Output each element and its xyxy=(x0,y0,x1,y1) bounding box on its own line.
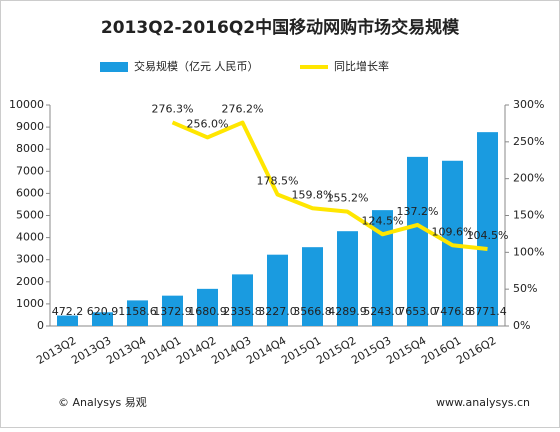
y-tick-label: 1000 xyxy=(16,297,44,310)
line-value-label: 104.5% xyxy=(467,229,509,242)
line-value-label: 137.2% xyxy=(397,205,439,218)
line-value-label: 276.2% xyxy=(222,103,264,116)
bar-value-label: 5243.0 xyxy=(363,305,402,318)
bar-value-label: 620.9 xyxy=(87,305,119,318)
y2-tick-label: 100% xyxy=(513,245,544,258)
bar xyxy=(127,300,148,326)
bar xyxy=(57,315,78,326)
line-value-label: 276.3% xyxy=(152,102,194,115)
bar-value-label: 1372.9 xyxy=(153,305,192,318)
line-value-label: 159.8% xyxy=(292,188,334,201)
bar-value-label: 3566.8 xyxy=(293,305,332,318)
line xyxy=(171,120,488,252)
line-value-label: 256.0% xyxy=(187,117,229,130)
y2-tick-label: 250% xyxy=(513,135,544,148)
line-value-label: 109.6% xyxy=(432,225,474,238)
bar-value-label: 7476.8 xyxy=(433,305,472,318)
y-tick-label: 6000 xyxy=(16,186,44,199)
legend-label: 交易规模（亿元 人民币） xyxy=(134,59,259,73)
y2-tick-label: 200% xyxy=(513,172,544,185)
bar xyxy=(232,274,253,326)
y2-tick-label: 0% xyxy=(513,319,530,332)
bar-value-label: 3227.0 xyxy=(258,305,297,318)
y-tick-label: 2000 xyxy=(16,275,44,288)
bar xyxy=(337,231,358,326)
bar-value-label: 472.2 xyxy=(52,305,84,318)
bar xyxy=(302,247,323,326)
bar-value-label: 1158.6 xyxy=(118,305,157,318)
y2-tick-label: 300% xyxy=(513,98,544,111)
line-value-label: 155.2% xyxy=(327,192,369,205)
legend-swatch xyxy=(100,62,128,72)
y-tick-label: 10000 xyxy=(9,98,44,111)
bar-value-label: 1680.9 xyxy=(188,305,227,318)
footer-left: © Analysys 易观 xyxy=(58,396,147,409)
y-tick-label: 0 xyxy=(37,319,44,332)
bar-value-label: 8771.4 xyxy=(468,305,507,318)
y-tick-label: 5000 xyxy=(16,209,44,222)
footer-right: www.analysys.cn xyxy=(436,396,530,409)
y2-tick-label: 50% xyxy=(513,282,537,295)
bar-value-label: 7653.0 xyxy=(398,305,437,318)
bar-value-label: 2335.8 xyxy=(223,305,262,318)
legend-label: 同比增长率 xyxy=(334,59,389,73)
bar xyxy=(372,210,393,326)
y-tick-label: 9000 xyxy=(16,120,44,133)
line-value-label: 178.5% xyxy=(257,175,299,188)
bar xyxy=(162,295,183,326)
chart-title: 2013Q2-2016Q2中国移动网购市场交易规模 xyxy=(101,17,460,38)
y-tick-label: 7000 xyxy=(16,164,44,177)
y-tick-label: 8000 xyxy=(16,142,44,155)
bar xyxy=(267,254,288,326)
y2-tick-label: 150% xyxy=(513,209,544,222)
bar xyxy=(477,132,498,326)
y-tick-label: 3000 xyxy=(16,253,44,266)
line-value-label: 124.5% xyxy=(362,214,404,227)
bar-value-label: 4289.9 xyxy=(328,305,367,318)
y-tick-label: 4000 xyxy=(16,231,44,244)
bar xyxy=(407,156,428,326)
bar xyxy=(197,288,218,326)
bar xyxy=(92,312,113,326)
